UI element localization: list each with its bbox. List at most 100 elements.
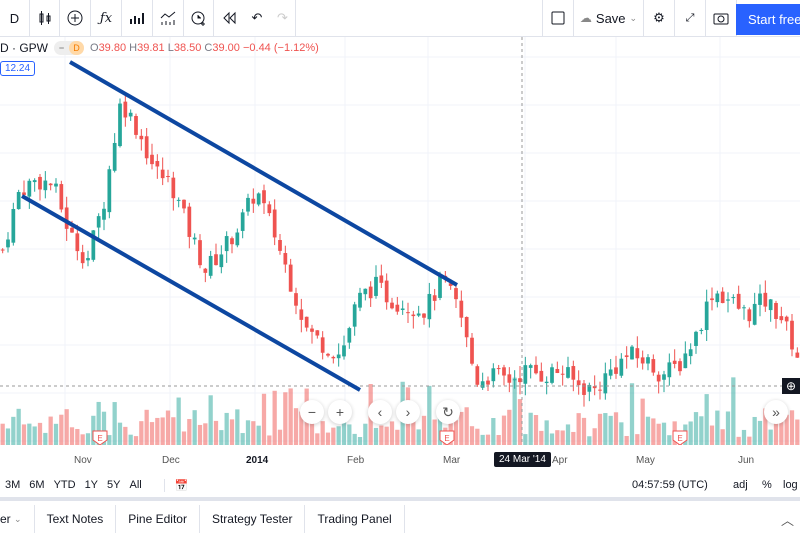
earnings-marker[interactable]	[439, 430, 455, 445]
volume-bar	[245, 420, 251, 445]
volume-bar	[165, 410, 171, 445]
candle-body	[208, 255, 213, 276]
candle-body	[123, 101, 128, 118]
scroll-to-realtime-button[interactable]: »	[764, 400, 788, 424]
volume-bar	[784, 414, 789, 445]
volume-bar	[283, 392, 288, 445]
candle-body	[107, 169, 112, 213]
range-ytd[interactable]: YTD	[53, 479, 76, 491]
volume-bar	[11, 416, 16, 445]
tab-strategy-tester[interactable]: Strategy Tester	[200, 505, 306, 533]
volume-bar	[560, 430, 565, 445]
range-all[interactable]: All	[129, 479, 142, 491]
reset-chart-button[interactable]: ↻	[436, 400, 460, 424]
interval-button[interactable]: D	[0, 0, 30, 37]
candle-body	[368, 286, 373, 299]
range-6m[interactable]: 6M	[29, 479, 45, 491]
collapse-panel-icon[interactable]: ︿	[780, 512, 794, 528]
zoom-in-button[interactable]: +	[328, 400, 352, 424]
candle-body	[272, 209, 277, 238]
candle-body	[752, 303, 757, 325]
volume-bar	[5, 428, 11, 445]
status-pill: − D	[54, 41, 84, 55]
clock-time[interactable]: 04:57:59 (UTC)	[632, 479, 708, 491]
range-1y[interactable]: 1Y	[84, 479, 99, 491]
volume-bar	[85, 433, 91, 445]
range-3m[interactable]: 3M	[5, 479, 21, 491]
log-toggle[interactable]: log	[783, 479, 798, 491]
volume-bar	[107, 435, 112, 445]
volume-bar	[251, 421, 256, 445]
volume-bar	[720, 429, 725, 445]
candle-body	[400, 308, 405, 310]
candle-body	[656, 374, 661, 382]
candle-body	[630, 346, 634, 360]
volume-bar	[645, 416, 651, 445]
x-axis-label: Nov	[74, 455, 92, 466]
add-symbol-icon[interactable]	[60, 0, 91, 37]
candle-body	[96, 216, 101, 228]
save-button[interactable]: ☁ Save ⌄	[574, 0, 644, 37]
volume-bar	[80, 434, 85, 445]
volume-bar	[277, 429, 283, 445]
candle-body	[91, 230, 96, 260]
candle-body	[731, 297, 736, 299]
earnings-marker[interactable]	[92, 430, 108, 445]
volume-bar	[48, 416, 53, 445]
tab-text-notes[interactable]: Text Notes	[35, 505, 117, 533]
earnings-marker[interactable]	[672, 430, 688, 445]
candle-body	[102, 208, 106, 220]
candle-body	[326, 353, 330, 356]
candle-body	[283, 253, 288, 265]
undo-icon[interactable]: ↶	[251, 10, 263, 25]
candle-body	[70, 227, 74, 233]
percent-toggle[interactable]: %	[762, 479, 772, 491]
gear-icon[interactable]: ⚙	[644, 0, 675, 37]
volume-bar	[688, 421, 693, 445]
add-crosshair-button[interactable]	[782, 378, 800, 394]
volume-bar	[656, 423, 661, 445]
candle-body	[427, 293, 432, 320]
alert-clock-icon[interactable]	[184, 0, 214, 37]
trendline-upper[interactable]	[69, 60, 458, 287]
volume-bar	[581, 417, 587, 445]
zoom-out-button[interactable]: −	[300, 400, 324, 424]
indicators-icon[interactable]: ƒx	[91, 0, 122, 37]
candles-icon[interactable]	[30, 0, 60, 37]
camera-icon[interactable]	[706, 0, 737, 37]
goto-date-icon[interactable]: 📅	[163, 478, 188, 492]
tab-trading-panel[interactable]: Trading Panel	[305, 505, 405, 533]
templates-icon[interactable]	[153, 0, 184, 37]
compare-bars-icon[interactable]	[122, 0, 153, 37]
candle-body	[491, 368, 496, 382]
volume-bar	[128, 434, 133, 445]
range-5y[interactable]: 5Y	[107, 479, 121, 491]
candle-body	[779, 316, 784, 321]
volume-bar	[117, 422, 123, 445]
layout-icon[interactable]	[542, 0, 574, 37]
scroll-left-button[interactable]: ‹	[368, 400, 392, 424]
candle-body	[571, 366, 576, 380]
price-tag: 12.24	[0, 61, 36, 76]
replay-icon[interactable]	[214, 0, 244, 37]
symbol-name[interactable]: D · GPW	[0, 41, 48, 55]
volume-bar	[293, 408, 299, 445]
volume-bar	[459, 411, 464, 445]
candle-body	[603, 373, 608, 394]
trendline-lower[interactable]	[21, 194, 361, 392]
volume-bar	[789, 410, 795, 445]
candle-body	[203, 268, 208, 273]
candle-body	[54, 183, 58, 187]
tab-screener[interactable]: er ⌄	[0, 505, 35, 533]
volume-bar	[69, 427, 75, 445]
volume-bar	[464, 407, 469, 445]
tab-pine-editor[interactable]: Pine Editor	[116, 505, 200, 533]
volume-bar	[139, 421, 144, 445]
chart-canvas[interactable]: E E E ⊕	[0, 37, 800, 445]
scroll-right-button[interactable]: ›	[396, 400, 420, 424]
fullscreen-icon[interactable]: ⤢	[675, 0, 706, 37]
start-free-button[interactable]: Start free	[736, 4, 800, 35]
volume-bar	[613, 412, 619, 445]
adj-toggle[interactable]: adj	[733, 479, 748, 491]
volume-bar	[741, 429, 747, 445]
